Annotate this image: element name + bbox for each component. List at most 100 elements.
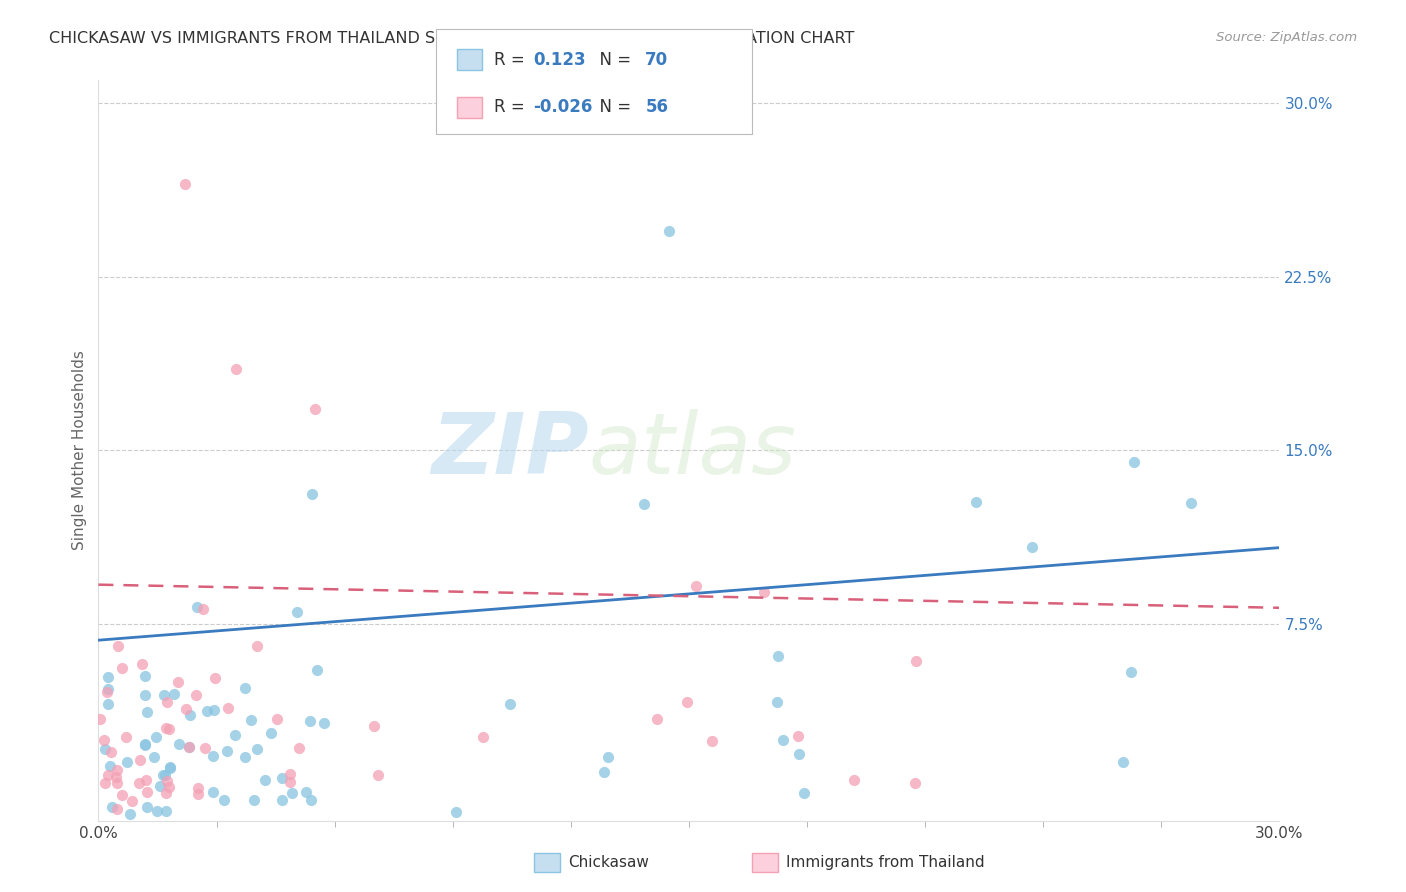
Point (472, 730, 495, 744)
Point (107, 639, 129, 653)
Point (155, 805, 177, 819)
Point (186, 688, 208, 702)
Point (1112, 755, 1135, 769)
Point (155, 721, 177, 735)
Point (301, 487, 323, 501)
Point (134, 669, 156, 683)
Point (187, 781, 209, 796)
Point (145, 805, 167, 819)
Point (89, 712, 111, 726)
Point (155, 785, 177, 799)
Text: N =: N = (589, 51, 637, 69)
Point (120, 807, 142, 822)
Point (766, 649, 789, 664)
Point (233, 681, 256, 695)
Point (299, 793, 322, 807)
Text: Immigrants from Thailand: Immigrants from Thailand (786, 855, 984, 870)
Point (128, 776, 150, 790)
Point (131, 657, 153, 671)
Point (446, 805, 468, 819)
Point (97, 670, 120, 684)
Point (772, 732, 794, 747)
Point (593, 765, 616, 780)
Point (212, 793, 235, 807)
Point (246, 639, 269, 653)
Point (201, 785, 224, 799)
Point (266, 712, 288, 726)
Point (367, 767, 389, 781)
Point (105, 802, 128, 816)
Y-axis label: Single Mother Households: Single Mother Households (72, 351, 87, 550)
Point (100, 800, 122, 814)
Point (94, 742, 117, 756)
Point (128, 753, 150, 767)
Point (658, 224, 681, 238)
Point (294, 785, 316, 799)
Point (598, 750, 620, 764)
Point (197, 704, 219, 718)
Point (142, 749, 165, 764)
Text: 56: 56 (645, 98, 668, 117)
Point (904, 654, 927, 668)
Point (260, 726, 283, 740)
Point (186, 599, 208, 614)
Point (842, 772, 865, 787)
Point (187, 787, 209, 801)
Point (645, 712, 668, 726)
Point (145, 730, 167, 744)
Point (702, 734, 724, 748)
Text: CHICKASAW VS IMMIGRANTS FROM THAILAND SINGLE MOTHER HOUSEHOLDS CORRELATION CHART: CHICKASAW VS IMMIGRANTS FROM THAILAND SI… (49, 31, 855, 46)
Point (278, 767, 301, 781)
Point (167, 675, 190, 690)
Point (111, 788, 134, 802)
Point (307, 663, 329, 677)
Point (246, 741, 269, 756)
Point (224, 728, 246, 742)
Point (111, 661, 134, 675)
Point (157, 722, 180, 736)
Point (134, 737, 156, 751)
Point (312, 716, 335, 731)
Point (202, 703, 225, 717)
Point (225, 362, 247, 376)
Point (156, 695, 179, 709)
Point (966, 495, 988, 509)
Point (194, 741, 217, 756)
Point (233, 750, 256, 764)
Point (177, 739, 200, 754)
Point (204, 671, 226, 685)
Point (105, 763, 128, 777)
Point (675, 695, 697, 709)
Point (288, 740, 311, 755)
Point (1122, 455, 1144, 469)
Point (100, 745, 122, 759)
Point (754, 585, 776, 599)
Point (304, 401, 326, 416)
Point (217, 701, 239, 715)
Point (633, 497, 655, 511)
Point (202, 748, 225, 763)
Point (179, 707, 201, 722)
Point (191, 601, 214, 615)
Text: 70: 70 (645, 51, 668, 69)
Point (98, 759, 121, 773)
Point (134, 689, 156, 703)
Point (299, 714, 322, 729)
Point (152, 688, 174, 702)
Point (134, 738, 156, 752)
Point (136, 785, 159, 799)
Text: R =: R = (494, 98, 530, 117)
Point (104, 770, 127, 784)
Text: -0.026: -0.026 (533, 98, 592, 117)
Point (787, 729, 810, 743)
Point (363, 718, 385, 732)
Point (787, 747, 810, 761)
Point (135, 706, 157, 720)
Point (270, 793, 292, 807)
Point (254, 772, 277, 787)
Text: ZIP: ZIP (430, 409, 589, 492)
Point (157, 780, 180, 794)
Text: N =: N = (589, 98, 637, 117)
Point (156, 774, 179, 789)
Point (285, 605, 308, 619)
